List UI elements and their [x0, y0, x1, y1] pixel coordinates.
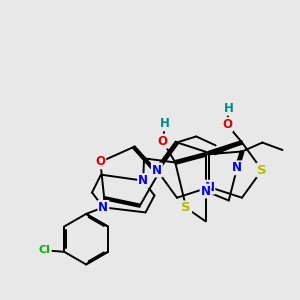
- Text: N: N: [138, 174, 148, 187]
- Text: S: S: [257, 164, 267, 177]
- Text: O: O: [158, 135, 168, 148]
- Text: N: N: [204, 181, 214, 194]
- Text: Cl: Cl: [39, 245, 51, 255]
- Text: N: N: [98, 201, 108, 214]
- Text: H: H: [224, 102, 233, 115]
- Text: O: O: [222, 118, 232, 131]
- Text: O: O: [95, 155, 105, 168]
- Text: N: N: [201, 184, 211, 197]
- Text: H: H: [160, 117, 170, 130]
- Text: N: N: [152, 164, 162, 177]
- Text: S: S: [182, 202, 191, 214]
- Text: N: N: [232, 161, 242, 174]
